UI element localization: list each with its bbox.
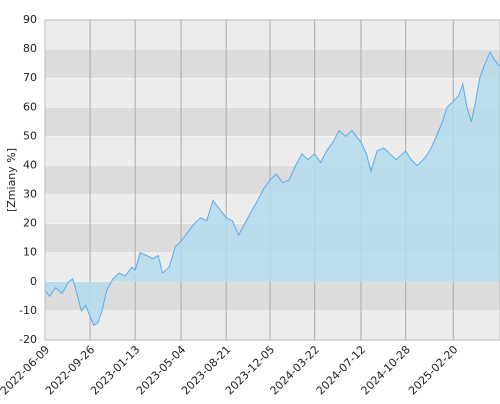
- grid-band: [45, 78, 500, 108]
- y-tick-label: -20: [19, 333, 37, 346]
- y-tick-label: 90: [23, 13, 37, 26]
- grid-band: [45, 20, 500, 50]
- y-tick-label: -10: [19, 304, 37, 317]
- y-tick-label: 70: [23, 71, 37, 84]
- y-tick-label: 60: [23, 100, 37, 113]
- y-tick-label: 0: [30, 275, 37, 288]
- x-tick-label: 2025-02-20: [406, 343, 460, 397]
- y-tick-label: 40: [23, 158, 37, 171]
- y-tick-label: 80: [23, 42, 37, 55]
- grid-band: [45, 281, 500, 311]
- y-tick-label: 50: [23, 129, 37, 142]
- y-tick-label: 10: [23, 246, 37, 259]
- y-tick-label: 30: [23, 188, 37, 201]
- y-tick-label: 20: [23, 217, 37, 230]
- grid-band: [45, 310, 500, 340]
- y-axis-label: [Zmiany %]: [5, 148, 18, 212]
- grid-band: [45, 107, 500, 137]
- grid-band: [45, 49, 500, 79]
- area: [45, 52, 500, 326]
- line: [44, 50, 500, 327]
- plot-border: [44, 19, 500, 341]
